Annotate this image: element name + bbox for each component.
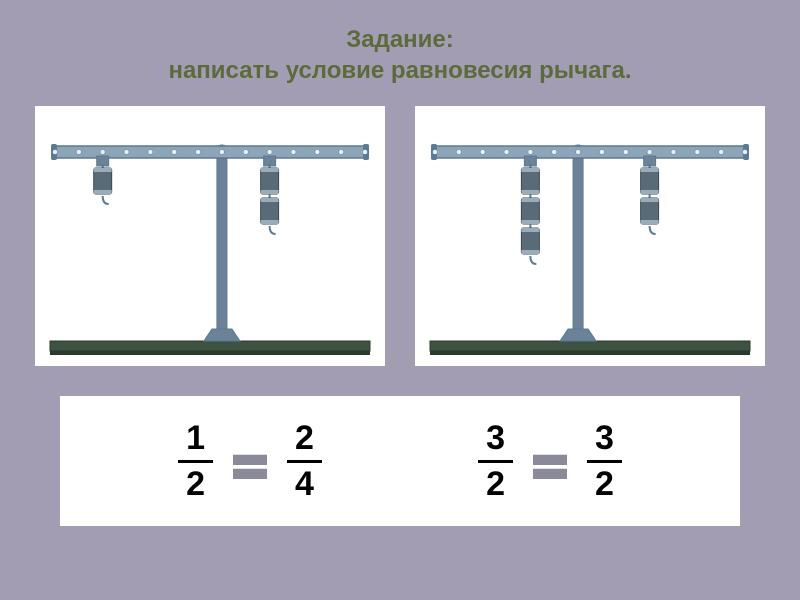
formula-panel: 1 2 ▬▬ 2 4 3 2 ▬▬ 3 2 [60,396,740,526]
formula-2: 3 2 ▬▬ 3 2 [478,419,622,504]
fraction-2a: 3 2 [478,419,513,504]
frac-num: 3 [587,419,622,463]
equals-icon: ▬▬ [233,449,267,473]
diagrams-row [0,106,800,366]
frac-den: 2 [178,463,213,504]
frac-den: 4 [287,463,322,504]
lever-svg-2 [415,106,765,366]
lever-diagram-1 [35,106,385,366]
title-line-2: написать условие равновесия рычага. [168,57,631,84]
fraction-1b: 2 4 [287,419,322,504]
frac-num: 3 [478,419,513,463]
equals-icon: ▬▬ [533,449,567,473]
formula-1: 1 2 ▬▬ 2 4 [178,419,322,504]
lever-svg-1 [35,106,385,366]
frac-den: 2 [478,463,513,504]
title-line-1: Задание: [346,26,454,53]
frac-den: 2 [587,463,622,504]
frac-num: 1 [178,419,213,463]
fraction-2b: 3 2 [587,419,622,504]
frac-num: 2 [287,419,322,463]
lever-diagram-2 [415,106,765,366]
page-title: Задание: написать условие равновесия рыч… [0,0,800,106]
fraction-1a: 1 2 [178,419,213,504]
